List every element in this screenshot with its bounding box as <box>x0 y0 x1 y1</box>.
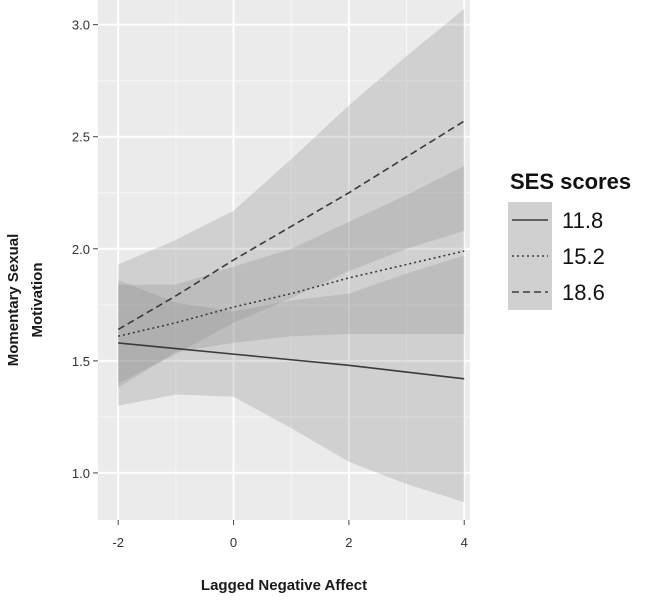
series-line-11.8 <box>118 342 465 380</box>
x-tick-label: 4 <box>461 535 468 550</box>
legend-label-18.6: 18.6 <box>562 280 605 305</box>
axis-layer: -2 0 2 4 1.0 1.5 2.0 2.5 3.0 <box>72 18 468 550</box>
ci-ribbon-18.6 <box>118 8 465 384</box>
legend-label-11.8: 11.8 <box>562 208 603 233</box>
x-tick-label: -2 <box>112 535 124 550</box>
y-tick-label: 2.5 <box>72 130 90 145</box>
y-tick-label: 1.0 <box>72 466 90 481</box>
legend-label-15.2: 15.2 <box>562 244 605 269</box>
y-tick-label: 2.0 <box>72 242 90 257</box>
plot-panel <box>98 0 470 520</box>
y-axis-title-line-1: Momentary Sexual <box>5 234 22 367</box>
legend: SES scores 11.8 15.2 18.6 <box>508 169 631 310</box>
grid-layer <box>98 0 470 520</box>
x-tick-label: 0 <box>230 535 237 550</box>
ci-ribbon-11.8 <box>118 255 465 503</box>
legend-title: SES scores <box>510 169 631 194</box>
ribbon-layer <box>118 8 465 503</box>
legend-key-15.2 <box>508 238 552 274</box>
y-tick-label: 1.5 <box>72 354 90 369</box>
x-tick-label: 2 <box>345 535 352 550</box>
series-line-18.6 <box>117 120 465 331</box>
y-tick-label: 3.0 <box>72 18 90 33</box>
y-axis-title: Momentary Sexual Motivation <box>5 234 46 367</box>
y-axis-title-line-2: Motivation <box>29 263 46 338</box>
x-axis-title: Lagged Negative Affect <box>201 577 367 594</box>
line-layer <box>117 120 465 380</box>
ci-ribbon-15.2 <box>118 165 465 388</box>
